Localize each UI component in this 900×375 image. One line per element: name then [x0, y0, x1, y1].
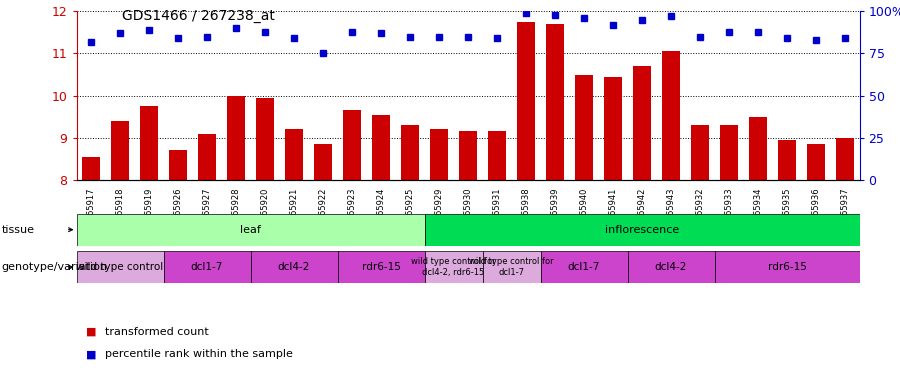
Text: dcl1-7: dcl1-7	[568, 262, 600, 272]
Text: wild type control: wild type control	[76, 262, 164, 272]
Bar	[250, 251, 338, 283]
Text: wild type control for
dcl1-7: wild type control for dcl1-7	[469, 258, 554, 277]
Bar	[285, 129, 302, 180]
Text: GDS1466 / 267238_at: GDS1466 / 267238_at	[122, 9, 274, 23]
Bar	[750, 117, 767, 180]
Text: dcl4-2: dcl4-2	[278, 262, 310, 272]
Bar	[140, 106, 158, 180]
Bar	[778, 140, 796, 180]
Bar	[720, 125, 738, 180]
Bar	[604, 76, 622, 180]
Bar	[489, 132, 506, 180]
Bar	[691, 125, 708, 180]
Bar	[662, 51, 680, 180]
Bar	[807, 144, 824, 180]
Bar	[459, 132, 477, 180]
Bar	[634, 66, 651, 180]
Text: rdr6-15: rdr6-15	[768, 262, 806, 272]
Text: genotype/variation: genotype/variation	[2, 262, 108, 272]
Bar	[546, 24, 563, 180]
Bar	[82, 157, 100, 180]
Bar	[575, 75, 593, 180]
Bar	[715, 251, 860, 283]
Text: transformed count: transformed count	[105, 327, 209, 337]
Bar	[518, 22, 535, 180]
Text: wild type control for
dcl4-2, rdr6-15: wild type control for dcl4-2, rdr6-15	[411, 258, 496, 277]
Bar	[169, 150, 186, 180]
Bar	[112, 121, 129, 180]
Text: ■: ■	[86, 327, 96, 337]
Text: ■: ■	[86, 350, 96, 359]
Text: percentile rank within the sample: percentile rank within the sample	[105, 350, 293, 359]
Bar	[430, 129, 447, 180]
Text: leaf: leaf	[240, 225, 261, 235]
Bar	[836, 138, 854, 180]
Bar	[373, 115, 390, 180]
Bar	[425, 251, 482, 283]
Bar	[425, 214, 860, 246]
Bar	[76, 214, 425, 246]
Bar	[541, 251, 627, 283]
Bar	[228, 96, 245, 180]
Text: dcl4-2: dcl4-2	[655, 262, 688, 272]
Bar	[401, 125, 419, 180]
Bar	[314, 144, 332, 180]
Bar	[338, 251, 425, 283]
Bar	[343, 110, 361, 180]
Text: inflorescence: inflorescence	[605, 225, 680, 235]
Text: rdr6-15: rdr6-15	[362, 262, 400, 272]
Bar	[164, 251, 250, 283]
Bar	[198, 134, 216, 180]
Bar	[482, 251, 541, 283]
Bar	[76, 251, 164, 283]
Bar	[627, 251, 715, 283]
Bar	[256, 98, 274, 180]
Text: tissue: tissue	[2, 225, 35, 235]
Text: dcl1-7: dcl1-7	[191, 262, 223, 272]
